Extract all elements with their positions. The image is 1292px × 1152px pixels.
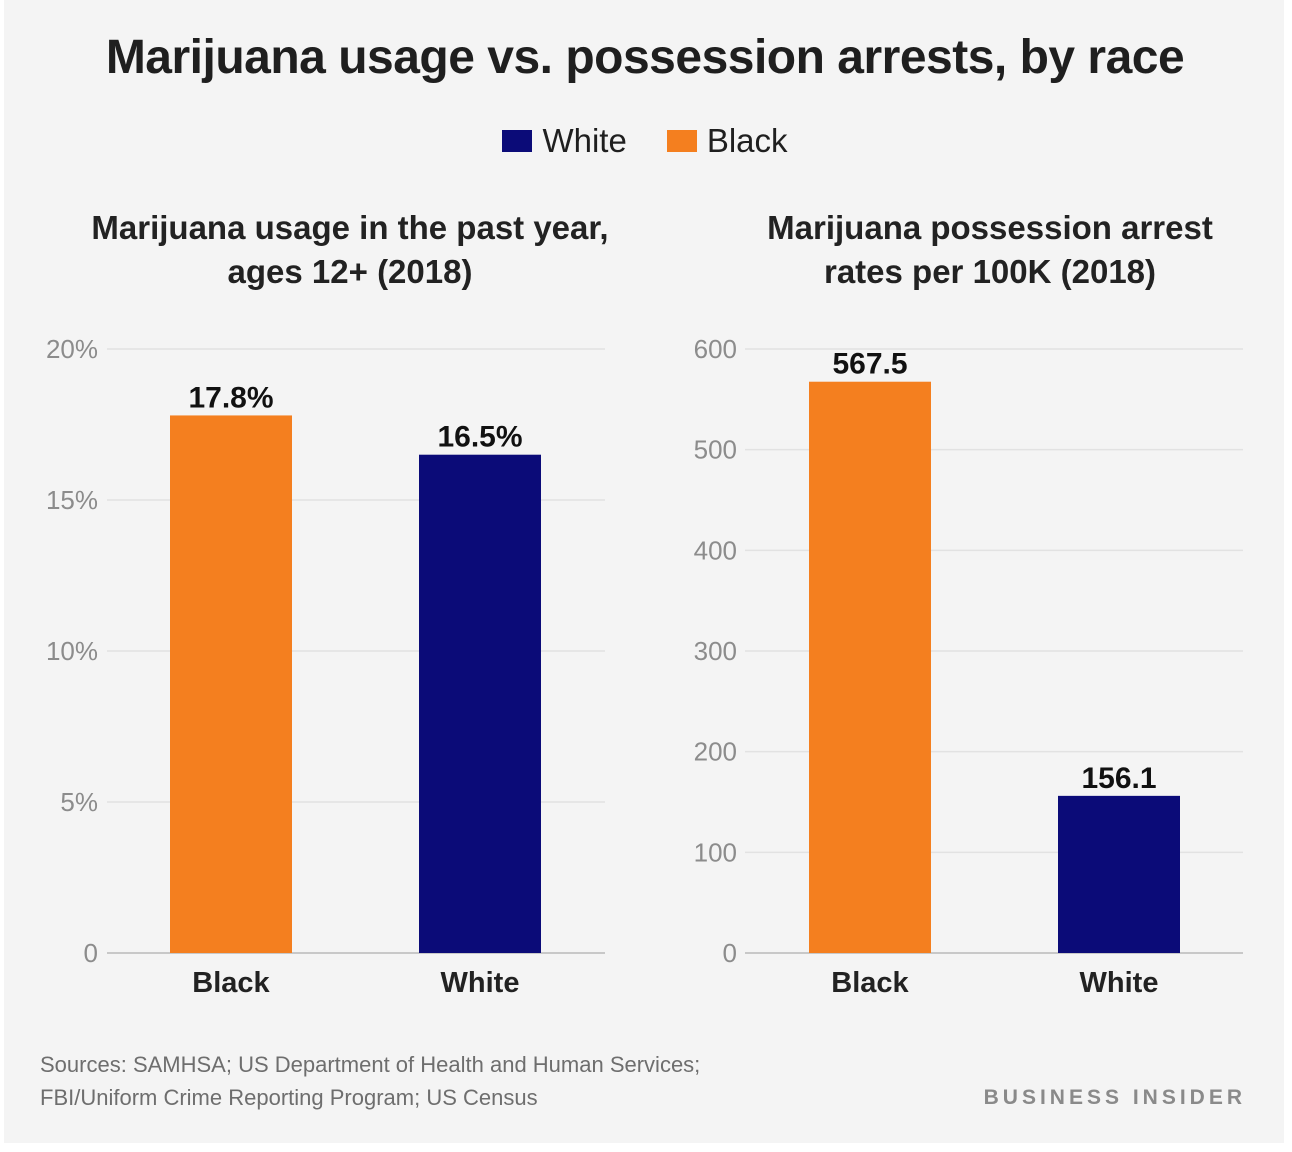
left-value-label-black: 17.8% xyxy=(188,381,273,414)
right-ytick-label-600: 600 xyxy=(694,334,737,364)
left-ytick-label-15: 15% xyxy=(46,485,98,515)
right-bar-black xyxy=(809,381,931,953)
legend-item-black: Black xyxy=(666,122,788,160)
left-bar-black xyxy=(170,415,292,953)
chart-title: Marijuana usage vs. possession arrests, … xyxy=(105,31,1185,84)
left-bar-white xyxy=(419,454,541,953)
right-chart-title-line2: rates per 100K (2018) xyxy=(823,253,1157,290)
right-ytick-label-500: 500 xyxy=(694,435,737,465)
right-ytick-label-300: 300 xyxy=(694,636,737,666)
source-line2: FBI/Uniform Crime Reporting Program; US … xyxy=(40,1085,538,1110)
legend-swatch-white xyxy=(502,130,533,152)
legend-label-white: White xyxy=(542,122,627,159)
right-chart-title-line1: Marijuana possession arrest xyxy=(767,209,1213,246)
left-ytick-label-5: 5% xyxy=(60,787,98,817)
right-chart-title: Marijuana possession arrest rates per 10… xyxy=(700,206,1280,294)
legend-swatch-black xyxy=(666,130,697,152)
legend: White Black xyxy=(0,122,1290,160)
brand-logo: BUSINESS INSIDER xyxy=(983,1086,1246,1109)
right-ytick-label-100: 100 xyxy=(694,837,737,867)
left-chart-title-line2: ages 12+ (2018) xyxy=(227,253,473,290)
right-category-label-black: Black xyxy=(831,967,909,999)
source-line1: SAMHSA; US Department of Health and Huma… xyxy=(126,1052,701,1077)
right-ytick-label-0: 0 xyxy=(723,938,737,968)
right-ytick-label-400: 400 xyxy=(694,535,737,565)
right-ytick-label-200: 200 xyxy=(694,737,737,767)
left-chart-title: Marijuana usage in the past year, ages 1… xyxy=(60,206,640,294)
right-bar-white xyxy=(1058,795,1180,953)
left-ytick-label-0: 0 xyxy=(84,938,98,968)
left-category-label-white: White xyxy=(441,967,520,999)
source-label: Sources: xyxy=(40,1052,127,1077)
left-chart-title-line1: Marijuana usage in the past year, xyxy=(91,209,609,246)
right-value-label-black: 567.5 xyxy=(832,348,907,381)
source-note: Sources: SAMHSA; US Department of Health… xyxy=(40,1048,700,1114)
left-ytick-label-20: 20% xyxy=(46,334,98,364)
right-category-label-white: White xyxy=(1080,967,1159,999)
left-value-label-white: 16.5% xyxy=(437,421,522,454)
left-ytick-label-10: 10% xyxy=(46,636,98,666)
charts-svg: 0 5% 10% 15% 20% 17.8% Black 16.5% White 0 100 200 3… xyxy=(46,334,1243,999)
legend-label-black: Black xyxy=(706,122,788,159)
right-value-label-white: 156.1 xyxy=(1081,762,1156,795)
legend-item-white: White xyxy=(502,122,627,160)
left-category-label-black: Black xyxy=(192,967,270,999)
